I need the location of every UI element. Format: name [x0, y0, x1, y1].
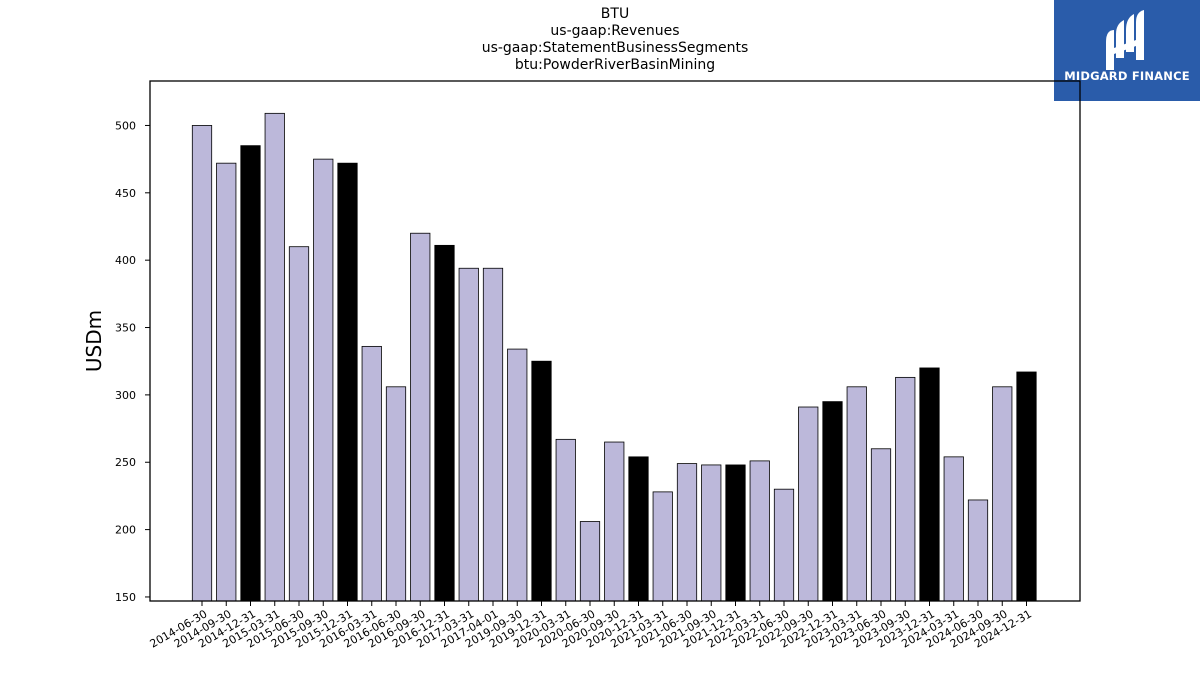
chart-title-member: btu:PowderRiverBasinMining	[514, 57, 716, 73]
y-tick-label: 450	[115, 187, 136, 200]
bar-2022-03-31	[749, 460, 770, 602]
x-axis: 2014-06-302014-09-302014-12-312015-03-31…	[148, 601, 1034, 651]
bar-2022-12-31	[822, 401, 843, 602]
y-axis-label: USDm	[82, 310, 106, 372]
chart-title-axis: us-gaap:StatementBusinessSegments	[481, 40, 749, 56]
y-tick-label: 350	[115, 322, 136, 335]
y-tick-label: 150	[115, 591, 136, 604]
bar-2021-12-31	[725, 464, 746, 602]
bar-2023-09-30	[895, 376, 916, 602]
bar-2021-06-30	[676, 463, 698, 602]
bar-2024-12-31	[1016, 371, 1037, 602]
bar-2024-03-31	[943, 456, 964, 602]
bar-2023-06-30	[870, 448, 892, 602]
y-axis: 150 200 250 300 350 400 450 500	[115, 119, 150, 604]
logo-text: MIDGARD FINANCE	[1064, 69, 1190, 83]
bar-2020-03-31	[555, 438, 576, 602]
bar-2022-06-30	[773, 488, 795, 602]
bar-2019-12-31	[531, 360, 552, 602]
bar-2014-09-30	[216, 162, 237, 602]
bar-2020-09-30	[604, 441, 625, 602]
y-tick-label: 300	[115, 389, 136, 402]
y-tick-label: 250	[115, 456, 136, 469]
chart-title: BTU us-gaap:Revenues us-gaap:StatementBu…	[340, 6, 890, 74]
bar-2019-09-30	[507, 348, 528, 602]
bar-2016-12-31	[434, 244, 455, 602]
bar-2016-09-30	[410, 232, 431, 602]
bar-2014-06-30	[191, 125, 213, 602]
chart-title-concept: us-gaap:Revenues	[550, 23, 680, 39]
bar-2024-06-30	[967, 499, 989, 602]
chart-title-ticker: BTU	[600, 6, 630, 22]
y-tick-label: 400	[115, 254, 136, 267]
bar-2015-06-30	[288, 246, 310, 602]
bar-2023-12-31	[919, 367, 940, 602]
bar-2016-03-31	[361, 345, 382, 602]
bar-2021-03-31	[652, 491, 673, 602]
bar-2020-12-31	[628, 456, 649, 602]
bar-2016-06-30	[385, 386, 407, 602]
bars-group	[191, 112, 1037, 602]
y-tick-label: 500	[115, 119, 136, 132]
y-tick-label: 200	[115, 524, 136, 537]
bar-2015-09-30	[313, 158, 334, 602]
bar-2017-04-01	[482, 267, 504, 602]
bar-2024-09-30	[992, 386, 1013, 602]
bar-2022-09-30	[798, 406, 819, 602]
bar-2023-03-31	[846, 386, 867, 602]
bar-2020-06-30	[579, 521, 601, 602]
bar-2015-12-31	[337, 162, 358, 602]
plot-frame	[149, 80, 1081, 602]
bar-2017-03-31	[458, 267, 479, 602]
bar-2014-12-31	[240, 145, 261, 602]
midgard-finance-logo: MIDGARD FINANCE	[1054, 0, 1200, 101]
midgard-logo-icon	[1106, 10, 1144, 70]
bar-2021-09-30	[701, 464, 722, 602]
bar-2015-03-31	[264, 112, 285, 602]
